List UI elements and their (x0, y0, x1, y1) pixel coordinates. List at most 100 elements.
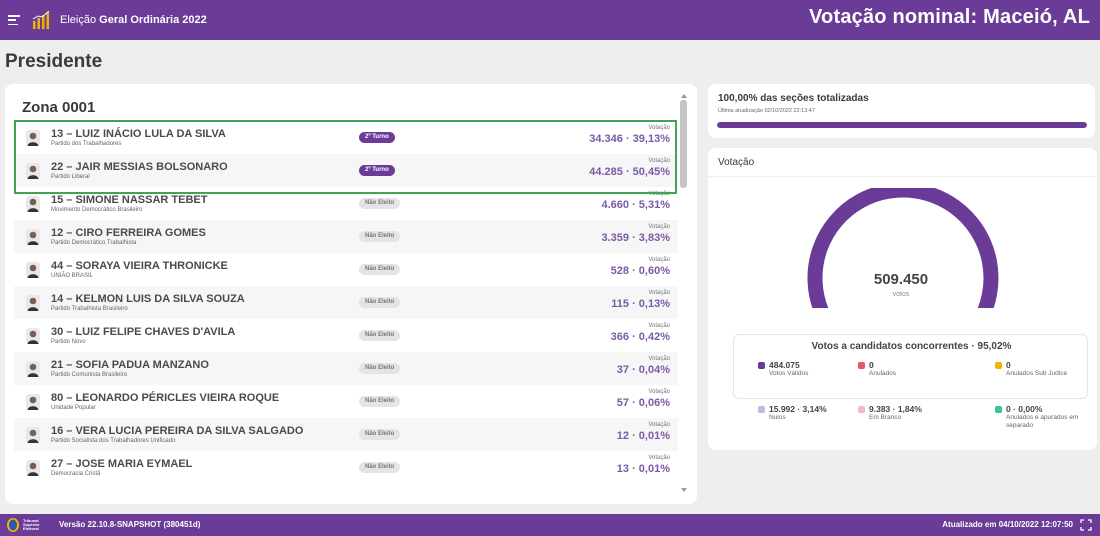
status-badge: Não Eleito (359, 396, 401, 407)
candidate-photo-icon (26, 426, 40, 443)
candidate-row[interactable]: 15 – SIMONE NASSAR TEBET Movimento Democr… (14, 187, 678, 220)
status-badge: Não Eleito (359, 363, 401, 374)
sections-card: 100,00% das seções totalizadas Última at… (708, 84, 1095, 138)
candidate-photo-icon (26, 360, 40, 377)
breakdown-value: 0 · 0,00% (1006, 404, 1043, 414)
sections-progress-bar (717, 122, 1087, 128)
election-title: Geral Ordinária 2022 (99, 14, 207, 26)
breakdown-item: 0 Anulados Sub Judice (995, 360, 1085, 378)
legend-swatch (858, 406, 865, 413)
candidate-info: 14 – KELMON LUIS DA SILVA SOUZA Partido T… (51, 293, 351, 312)
candidate-name: 15 – SIMONE NASSAR TEBET (51, 194, 208, 206)
election-prefix: Eleição (60, 14, 97, 26)
candidate-row[interactable]: 27 – JOSE MARIA EYMAEL Democracia Cristã N… (14, 451, 678, 484)
status-badge: Não Eleito (359, 330, 401, 341)
candidate-photo-icon (26, 162, 40, 179)
gauge-valid-arc (807, 188, 999, 308)
candidate-votes: Votação 366 · 0,42% (611, 323, 670, 343)
candidate-name: 12 – CIRO FERREIRA GOMES (51, 227, 206, 239)
candidate-info: 80 – LEONARDO PÉRICLES VIEIRA ROQUE Unida… (51, 392, 351, 411)
breakdown-item: 484.075 Votos Válidos (758, 360, 848, 378)
tse-text: Tribunal Superior Eleitoral (23, 519, 39, 531)
votes-value: 57 · 0,06% (616, 397, 670, 409)
candidates-list: 13 – LUIZ INÁCIO LULA DA SILVA Partido do… (14, 121, 678, 484)
breakdown-value: 0 (869, 360, 874, 370)
tse-logo: Tribunal Superior Eleitoral (6, 517, 39, 533)
candidate-row[interactable]: 22 – JAIR MESSIAS BOLSONARO Partido Liber… (14, 154, 678, 187)
footer: Tribunal Superior Eleitoral Versão 22.10… (0, 514, 1100, 536)
bar-chart-logo-icon (32, 11, 50, 29)
vote-gauge (807, 188, 999, 308)
legend-swatch (995, 362, 1002, 369)
candidate-photo-icon (26, 129, 40, 146)
candidate-row[interactable]: 16 – VERA LUCIA PEREIRA DA SILVA SALGADO… (14, 418, 678, 451)
scroll-thumb[interactable] (680, 100, 687, 188)
candidates-scrollbar[interactable] (679, 92, 689, 496)
candidate-votes: Votação 37 · 0,04% (617, 356, 670, 376)
candidate-photo-icon (26, 327, 40, 344)
candidate-party: Democracia Cristã (51, 471, 101, 477)
candidate-name: 22 – JAIR MESSIAS BOLSONARO (51, 161, 228, 173)
candidate-votes: Votação 57 · 0,06% (617, 389, 670, 409)
menu-icon[interactable] (8, 15, 20, 25)
votes-label: Votação (648, 389, 670, 395)
breakdown-label: Em Branco (869, 414, 902, 421)
candidate-votes: Votação 12 · 0,01% (617, 422, 670, 442)
votes-value: 3.359 · 3,83% (601, 232, 671, 244)
updated-text: Atualizado em 04/10/2022 12:07:50 (942, 520, 1073, 529)
candidate-name: 44 – SORAYA VIEIRA THRONICKE (51, 260, 228, 272)
status-badge: Não Eleito (359, 264, 401, 275)
candidate-votes: Votação 44.285 · 50,45% (589, 158, 670, 178)
votes-label: Votação (648, 290, 670, 296)
breakdown-label: Nulos (769, 414, 786, 421)
vote-breakdown: Votos a candidatos concorrentes · 95,02%… (733, 334, 1088, 440)
scroll-down-icon[interactable] (681, 488, 687, 492)
votes-label: Votação (648, 257, 670, 263)
version-text: Versão 22.10.8-SNAPSHOT (380451d) (59, 520, 201, 529)
candidate-name: 27 – JOSE MARIA EYMAEL (51, 458, 193, 470)
votes-value: 37 · 0,04% (616, 364, 670, 376)
office-title: Presidente (5, 51, 103, 72)
candidate-info: 44 – SORAYA VIEIRA THRONICKE UNIÃO BRASIL (51, 260, 351, 279)
breakdown-item: 0 · 0,00% Anulados e apurados em separado (995, 404, 1085, 430)
votes-label: Votação (648, 191, 670, 197)
candidate-votes: Votação 115 · 0,13% (611, 290, 670, 310)
status-badge: Não Eleito (359, 198, 401, 209)
votes-value: 13 · 0,01% (616, 463, 670, 475)
candidate-row[interactable]: 80 – LEONARDO PÉRICLES VIEIRA ROQUE Unida… (14, 385, 678, 418)
candidate-row[interactable]: 12 – CIRO FERREIRA GOMES Partido Democrát… (14, 220, 678, 253)
candidate-votes: Votação 528 · 0,60% (611, 257, 670, 277)
candidate-row[interactable]: 21 – SOFIA PADUA MANZANO Partido Comunist… (14, 352, 678, 385)
breakdown-label: Anulados (869, 370, 897, 377)
legend-swatch (758, 406, 765, 413)
status-badge: Não Eleito (359, 462, 401, 473)
candidate-votes: Votação 4.660 · 5,31% (602, 191, 671, 211)
candidate-row[interactable]: 14 – KELMON LUIS DA SILVA SOUZA Partido T… (14, 286, 678, 319)
fullscreen-icon[interactable] (1080, 519, 1092, 531)
breakdown-label: Anulados Sub Judice (1006, 370, 1068, 377)
candidate-row[interactable]: 44 – SORAYA VIEIRA THRONICKE UNIÃO BRASIL… (14, 253, 678, 286)
candidate-photo-icon (26, 294, 40, 311)
candidate-photo-icon (26, 459, 40, 476)
breakdown-value: 484.075 (769, 360, 800, 370)
candidate-row[interactable]: 30 – LUIZ FELIPE CHAVES D'AVILA Partido N… (14, 319, 678, 352)
candidate-row[interactable]: 13 – LUIZ INÁCIO LULA DA SILVA Partido do… (14, 121, 678, 154)
tse-line: Tribunal (23, 518, 39, 523)
vote-title: Votação (718, 157, 755, 168)
status-badge: 2º Turno (359, 165, 395, 176)
breakdown-box: Votos a candidatos concorrentes · 95,02% (733, 334, 1088, 399)
candidate-party: Movimento Democrático Brasileiro (51, 207, 143, 213)
tse-line: Eleitoral (23, 526, 39, 531)
breakdown-item: 9.383 · 1,84% Em Branco (858, 404, 948, 422)
candidate-info: 16 – VERA LUCIA PEREIRA DA SILVA SALGADO… (51, 425, 351, 444)
candidate-info: 12 – CIRO FERREIRA GOMES Partido Democrát… (51, 227, 351, 246)
votes-label: Votação (648, 125, 670, 131)
votes-value: 44.285 · 50,45% (589, 166, 670, 178)
candidate-info: 30 – LUIZ FELIPE CHAVES D'AVILA Partido N… (51, 326, 351, 345)
scroll-up-icon[interactable] (681, 94, 687, 98)
candidate-party: Partido Liberal (51, 174, 90, 180)
votes-label: Votação (648, 224, 670, 230)
candidate-party: Partido Novo (51, 339, 86, 345)
breakdown-item: 0 Anulados (858, 360, 948, 378)
candidate-info: 21 – SOFIA PADUA MANZANO Partido Comunist… (51, 359, 351, 378)
